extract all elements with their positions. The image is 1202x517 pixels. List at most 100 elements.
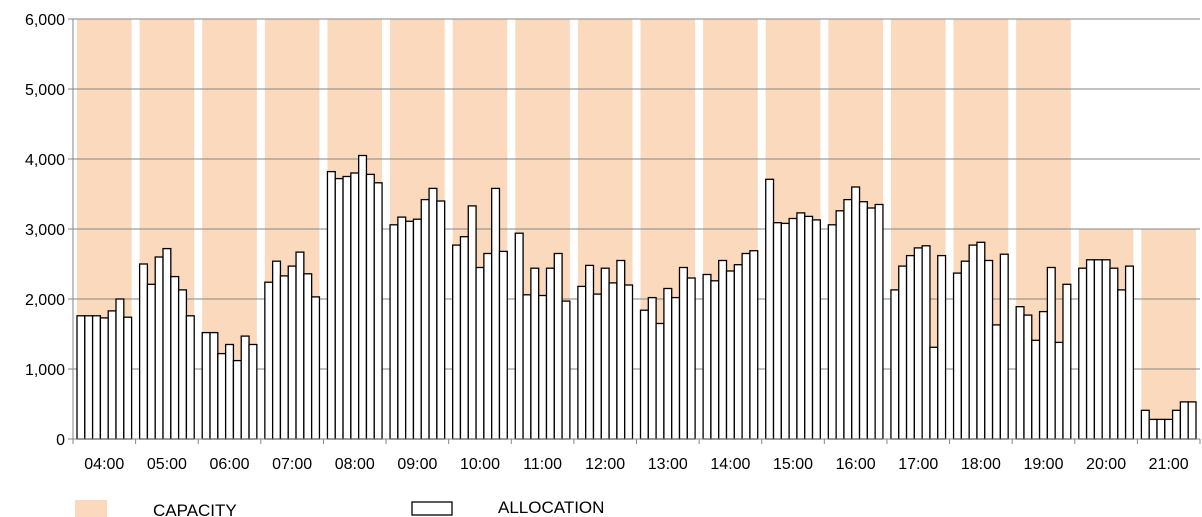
allocation-bar (123, 316, 133, 440)
allocation-bar (115, 298, 125, 440)
allocation-bar (960, 260, 970, 440)
x-tick-label: 04:00 (84, 456, 124, 473)
allocation-bar (702, 273, 712, 440)
allocation-bar (358, 154, 368, 440)
allocation-bar (1164, 418, 1174, 440)
allocation-bar (780, 222, 790, 440)
allocation-bar (921, 245, 931, 440)
allocation-bar (1015, 306, 1025, 440)
allocation-bar (295, 251, 305, 440)
allocation-bar (224, 343, 235, 440)
allocation-bar (913, 247, 923, 440)
allocation-bar (475, 266, 485, 440)
allocation-bar (1179, 401, 1189, 440)
allocation-bar (976, 241, 986, 440)
allocation-bar (342, 175, 352, 440)
allocation-bar (373, 182, 383, 440)
allocation-bar (968, 244, 978, 440)
allocation-bar (91, 315, 102, 440)
allocation-bar (1101, 259, 1111, 440)
allocation-bar (279, 275, 289, 440)
allocation-bar (201, 331, 211, 440)
allocation-bar (874, 203, 884, 440)
allocation-bar (522, 294, 532, 440)
allocation-bar (678, 266, 688, 440)
x-tick-label: 06:00 (210, 456, 250, 473)
allocation-bar (624, 284, 634, 440)
allocation-bar (389, 224, 399, 440)
allocation-bar (866, 207, 876, 440)
allocation-bar (491, 187, 501, 440)
allocation-bar (412, 218, 422, 440)
allocation-bar (608, 282, 618, 440)
allocation-bar (718, 259, 728, 440)
allocation-bar (905, 254, 915, 440)
allocation-bar (843, 198, 853, 440)
x-tick-label: 13:00 (648, 456, 688, 473)
allocation-bar (796, 212, 806, 440)
allocation-bar (639, 309, 649, 440)
allocation-bar (1117, 289, 1127, 440)
y-tick-label: 5,000 (25, 82, 65, 99)
allocation-bar (733, 264, 743, 440)
allocation-bar (530, 267, 540, 440)
allocation-bar (185, 315, 195, 440)
allocation-bar (765, 178, 775, 440)
allocation-bar (647, 296, 657, 440)
allocation-bar (671, 296, 681, 440)
y-tick-label: 6,000 (25, 12, 65, 29)
legend-swatch-capacity (75, 500, 107, 517)
allocation-bar (405, 220, 415, 440)
x-tick-label: 12:00 (585, 456, 625, 473)
allocation-bar (1054, 341, 1064, 440)
x-tick-label: 10:00 (460, 456, 500, 473)
allocation-bar (436, 200, 446, 440)
allocation-bar (107, 310, 117, 440)
allocation-bar (365, 173, 375, 440)
allocation-bar (616, 259, 626, 440)
x-tick-label: 08:00 (335, 456, 375, 473)
y-tick-labels: 0 1,000 2,000 3,000 4,000 5,000 6,000 (25, 12, 65, 449)
y-tick-label: 3,000 (25, 222, 65, 239)
allocation-bar (154, 256, 164, 440)
allocation-bar (835, 210, 845, 440)
x-tick-label: 17:00 (898, 456, 938, 473)
allocation-bar (984, 259, 994, 440)
x-tick-label: 16:00 (836, 456, 876, 473)
x-tick-label: 05:00 (147, 456, 187, 473)
allocation-bar (1038, 310, 1049, 440)
allocation-bar (264, 281, 274, 440)
allocation-bar (1109, 267, 1119, 440)
allocation-bar (538, 294, 548, 440)
x-tick-labels: 04:00 05:00 06:00 07:00 08:00 09:00 10:00 11:00… (84, 456, 1189, 473)
allocation-bar (350, 172, 360, 440)
allocation-bar (1023, 314, 1033, 440)
y-tick-label: 1,000 (25, 362, 65, 379)
allocation-bar (827, 224, 837, 440)
allocation-bar (170, 275, 180, 440)
allocation-bar (162, 247, 172, 440)
x-tick-label: 14:00 (710, 456, 750, 473)
allocation-bar (749, 250, 759, 440)
allocation-bar (326, 170, 336, 440)
allocation-bar (232, 359, 242, 440)
allocation-bar (553, 252, 563, 440)
allocation-bar (287, 265, 297, 440)
allocation-bar (334, 177, 344, 440)
allocation-bar (741, 252, 751, 440)
allocation-bar (890, 289, 900, 440)
x-tick-label: 07:00 (272, 456, 312, 473)
allocation-bar (600, 267, 610, 440)
allocation-bar (929, 346, 939, 440)
allocation-bar (240, 335, 250, 440)
allocation-bar (514, 232, 524, 440)
allocation-bar (710, 280, 720, 440)
allocation-bar (271, 260, 282, 440)
allocation-bar (811, 219, 821, 440)
allocation-bar (397, 216, 407, 440)
allocation-bar (99, 317, 109, 440)
allocation-bar (772, 222, 782, 440)
allocation-bar (851, 186, 861, 440)
allocation-bar (1031, 339, 1041, 440)
